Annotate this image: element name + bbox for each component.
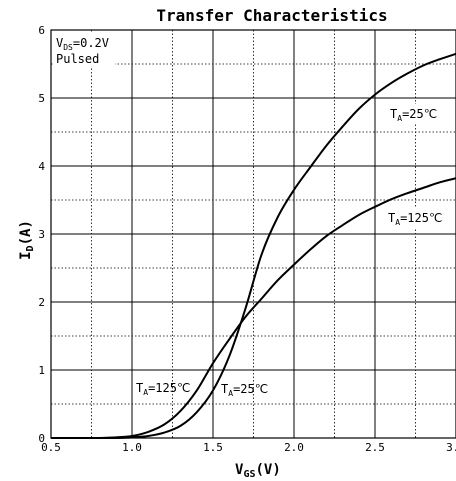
curves (50, 52, 456, 440)
chart-title: Transfer Characteristics (156, 6, 387, 25)
x-tick-label: 2.5 (365, 441, 385, 454)
x-tick-label: 2.0 (284, 441, 304, 454)
plot-grid (51, 30, 456, 438)
plot-frame (50, 29, 456, 439)
y-tick-label: 4 (38, 160, 45, 173)
x-tick-label: 3.0 (446, 441, 456, 454)
y-axis-label: ID(A) (18, 220, 36, 260)
series-label-125c: TA=125℃ (388, 211, 442, 227)
x-axis-label: VGS(V) (235, 462, 281, 480)
series-label-125c: TA=125℃ (136, 381, 190, 397)
x-tick-label: 1.0 (122, 441, 142, 454)
series-label-background (384, 208, 442, 228)
y-tick-label: 1 (38, 364, 45, 377)
x-tick-label: 1.5 (203, 441, 223, 454)
y-tick-label: 0 (38, 432, 45, 445)
y-tick-label: 2 (38, 296, 45, 309)
vds-condition: VDS=0.2V (56, 36, 109, 52)
series-line-125c (50, 177, 456, 440)
y-tick-label: 3 (38, 228, 45, 241)
series-line-25c (50, 52, 456, 440)
y-tick-label: 5 (38, 92, 45, 105)
series-label-25c: TA=25℃ (221, 382, 268, 398)
series-label-25c: TA=25℃ (390, 107, 437, 123)
x-tick-label: 0.5 (41, 441, 61, 454)
pulsed-condition: Pulsed (56, 52, 99, 66)
series-label-background (386, 104, 438, 124)
y-tick-label: 6 (38, 24, 45, 37)
conditions-box (53, 32, 115, 68)
series-labels: TA=25℃ TA=25℃ TA=125℃ TA=125℃ (136, 104, 442, 398)
axis-ticks: 0.5 1.0 1.5 2.0 2.5 3.0 0 1 2 3 4 5 6 (38, 24, 456, 454)
